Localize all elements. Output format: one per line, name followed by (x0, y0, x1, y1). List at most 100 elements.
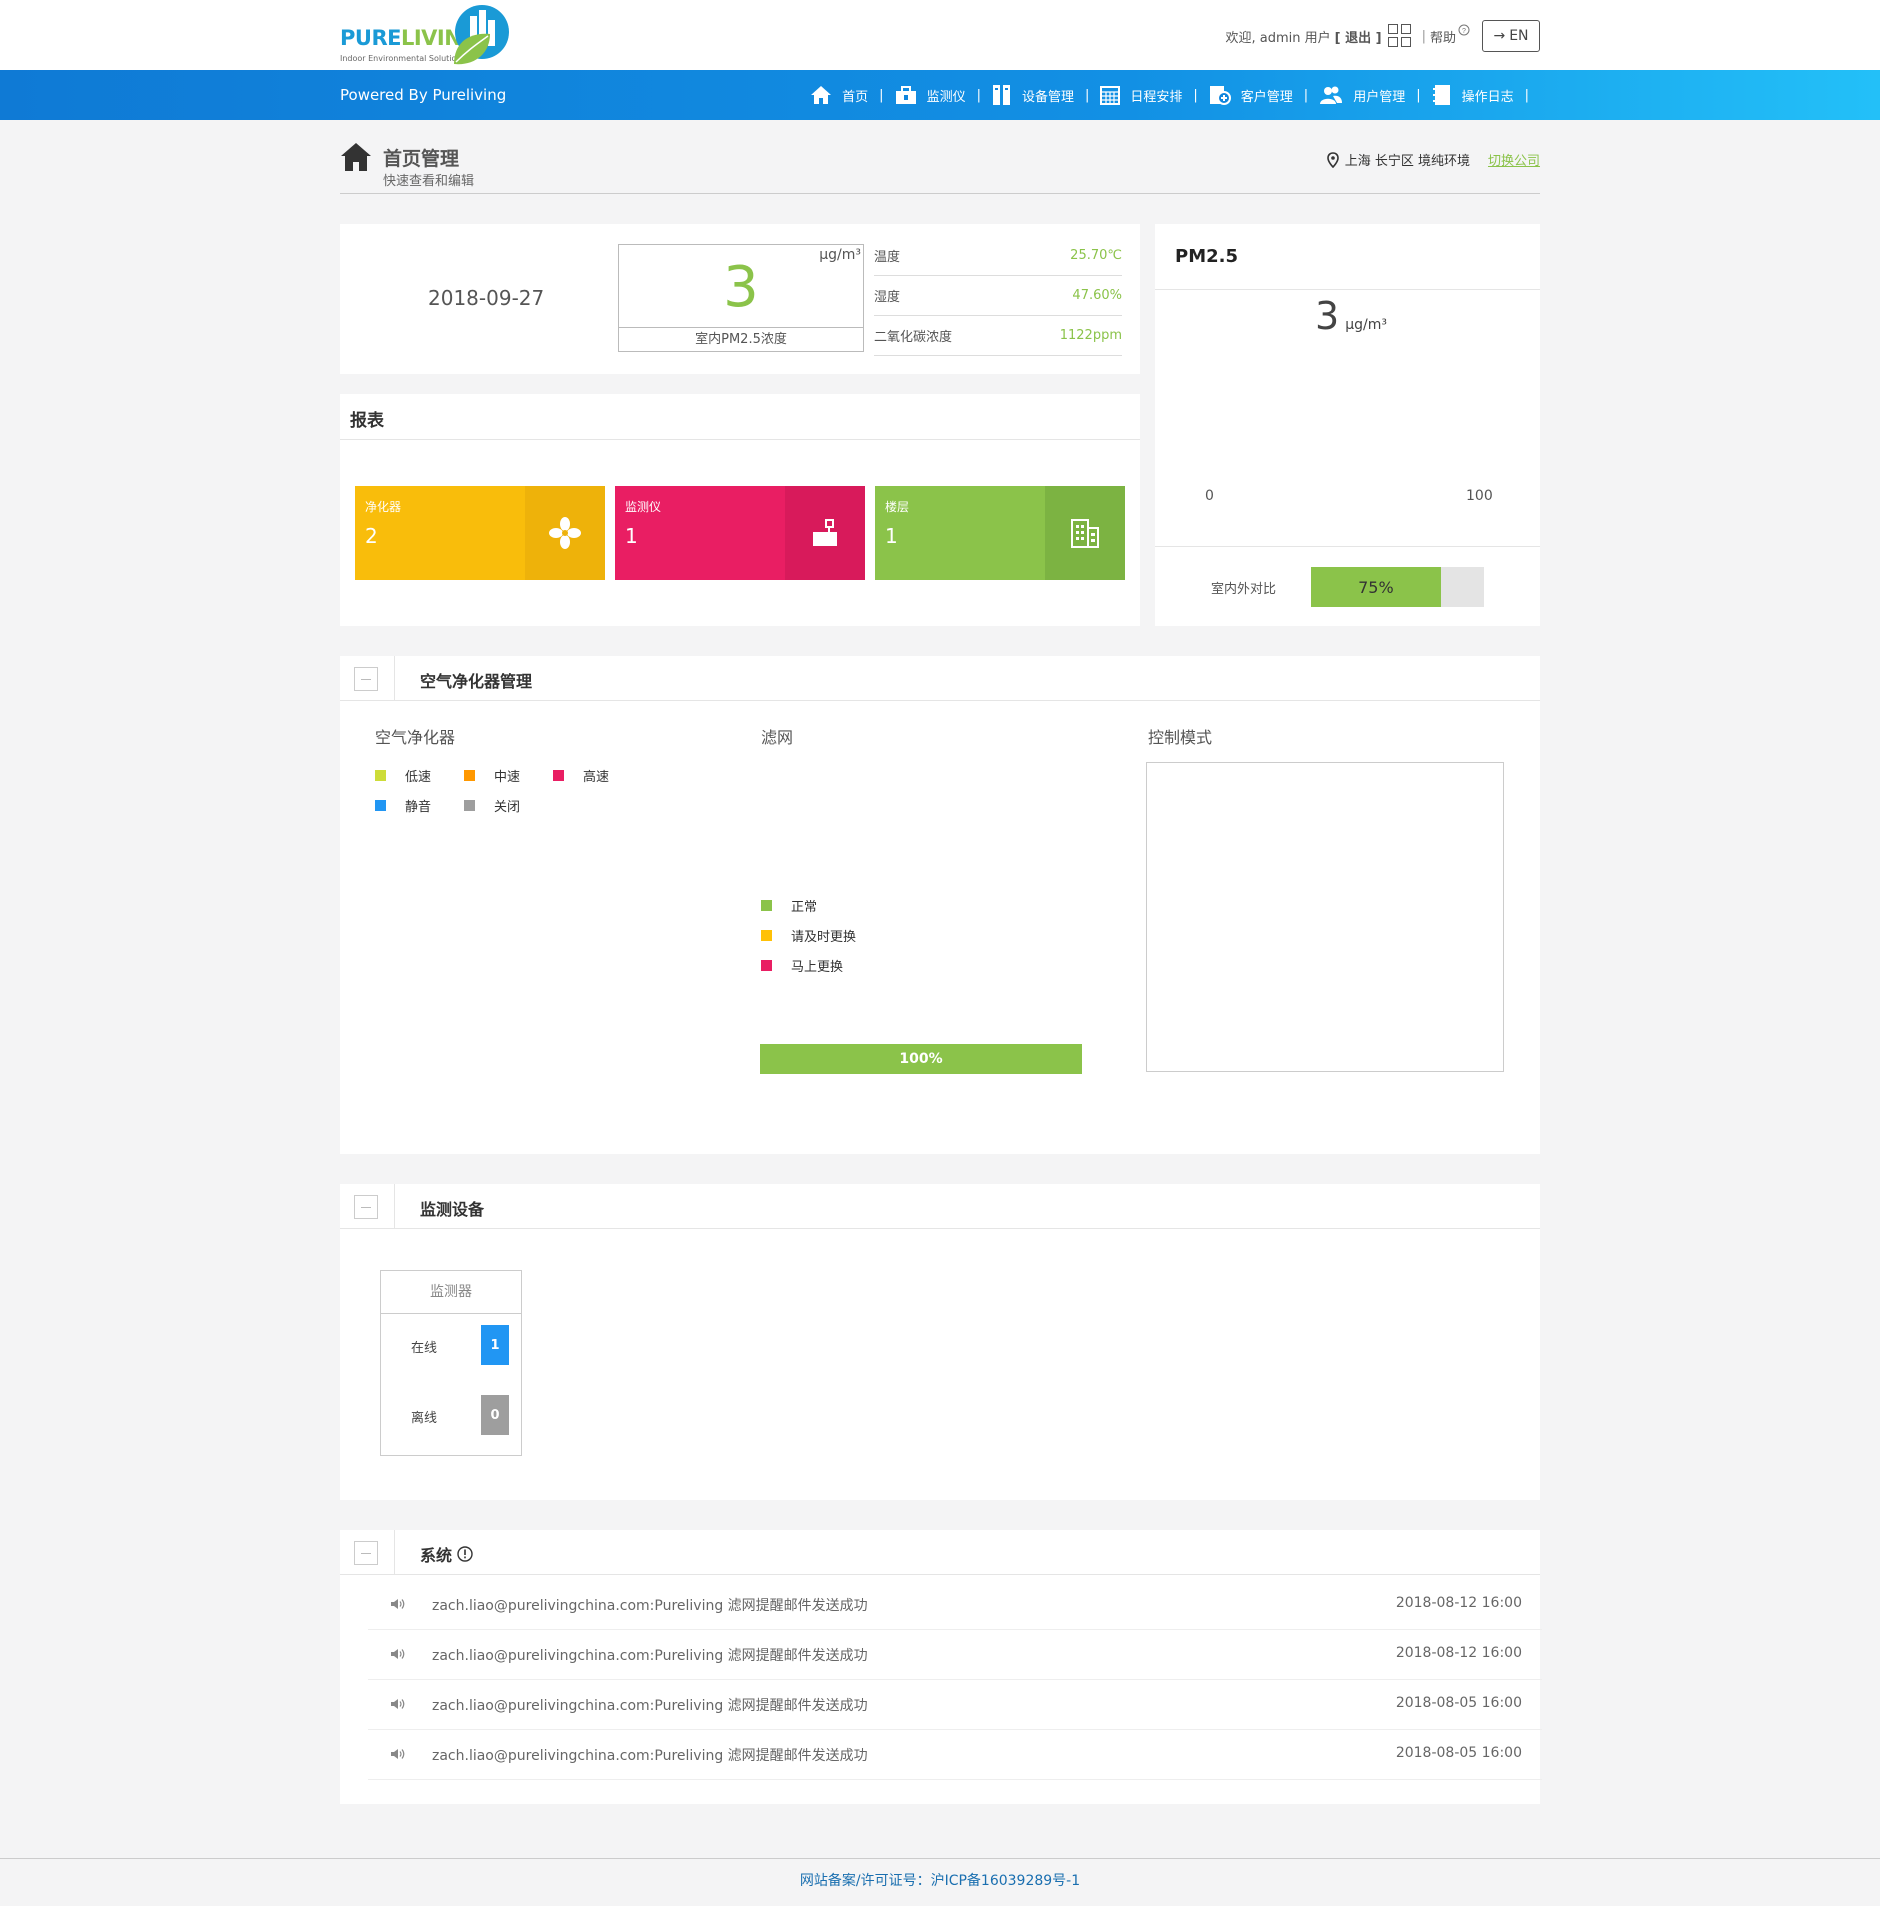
apps-grid-icon[interactable] (1387, 24, 1412, 48)
control-mode-title: 控制模式 (1148, 728, 1213, 747)
legend-swatch (464, 800, 475, 811)
progress-value: 100% (899, 1051, 943, 1067)
logout-link[interactable]: [ 退出 ] (1334, 30, 1382, 46)
pm-value: 3 (723, 255, 759, 320)
report-title: 报表 (350, 411, 384, 431)
nav-divider: | (1416, 87, 1421, 103)
control-mode-box (1146, 762, 1504, 1072)
nav-divider: | (1084, 87, 1090, 103)
monitor-card[interactable]: 监测器 在线 1 离线 0 (380, 1270, 522, 1456)
pm25-panel: PM2.5 3 μg/m³ 0 100 室内外对比 75% (1155, 224, 1540, 626)
speaker-icon (391, 1699, 405, 1709)
legend-filter-replace-now: 马上更换 (761, 956, 843, 975)
legend-swatch (761, 930, 772, 941)
nav-label: 操作日志 (1461, 89, 1514, 105)
legend-label: 静音 (405, 800, 432, 815)
nav-divider: | (1193, 87, 1198, 103)
gauge-min: 0 (1205, 488, 1214, 504)
map-pin-icon (1326, 151, 1339, 168)
info-icon[interactable] (457, 1546, 473, 1562)
help-icon[interactable]: ? (1458, 24, 1470, 36)
user-bar: 欢迎, admin 用户 [ 退出 ] | 帮助 ? → EN (1226, 20, 1540, 52)
nav-item-operation-log[interactable]: 操作日志 (1432, 84, 1514, 106)
tile-label: 净化器 (365, 500, 402, 514)
location-text: 上海 长宁区 境纯环境 (1344, 154, 1470, 169)
nav-item-monitor[interactable]: 监测仪 (895, 85, 966, 105)
section-header: 系统 (340, 1530, 1540, 1575)
page-header: 首页管理 快速查看和编辑 上海 长宁区 境纯环境 切换公司 (340, 140, 1540, 194)
nav-label: 日程安排 (1130, 89, 1183, 105)
legend-silent: 静音 (375, 796, 431, 815)
log-time: 2018-08-05 16:00 (1395, 1745, 1522, 1761)
offline-count-badge: 0 (481, 1395, 509, 1435)
collapse-button[interactable] (354, 667, 378, 691)
speaker-icon (391, 1749, 405, 1759)
nav-item-home[interactable]: 首页 (810, 85, 868, 105)
metric-value: 1122ppm (1059, 328, 1122, 343)
nav-divider: | (879, 87, 884, 103)
compare-bar-fill: 75% (1311, 567, 1441, 607)
pm-unit: μg/m³ (819, 247, 861, 263)
arrow-right-icon: → (1493, 28, 1506, 44)
collapse-button[interactable] (354, 1541, 378, 1565)
legend-swatch (375, 770, 386, 781)
tile-monitor[interactable]: 监测仪 1 (615, 486, 865, 580)
compare-label: 室内外对比 (1211, 582, 1277, 597)
log-row: zach.liao@purelivingchina.com:Pureliving… (368, 1730, 1542, 1780)
log-icon (1432, 85, 1450, 105)
legend-label: 马上更换 (791, 960, 844, 975)
powered-by-text: Powered By Pureliving (340, 86, 507, 104)
tile-value: 2 (365, 524, 378, 548)
language-switch-button[interactable]: → EN (1482, 20, 1540, 52)
logo-city-leaf-icon (454, 5, 509, 65)
legend-filter-replace-soon: 请及时更换 (761, 926, 856, 945)
main-nav: 首页 | 监测仪 | 设备管理 | 日程安排 | 客户管理 | 用户管理 | (810, 70, 1540, 120)
logo-tagline: Indoor Environmental Solutions (340, 54, 466, 63)
nav-divider: | (1303, 87, 1309, 103)
legend-label: 正常 (791, 900, 818, 915)
log-message: zach.liao@purelivingchina.com:Pureliving… (432, 1598, 868, 1614)
footer-icp-link[interactable]: 网站备案/许可证号：沪ICP备16039289号-1 (799, 1873, 1081, 1889)
offline-row: 离线 0 (381, 1395, 521, 1435)
section-header: 空气净化器管理 (340, 656, 1540, 701)
nav-item-user-management[interactable]: 用户管理 (1319, 85, 1405, 105)
home-icon (341, 143, 371, 171)
collapse-button[interactable] (354, 1195, 378, 1219)
metric-temperature: 温度 25.70℃ (874, 236, 1122, 276)
nav-item-device-management[interactable]: 设备管理 (992, 84, 1074, 106)
summary-panel: 2018-09-27 μg/m³ 3 室内PM2.5浓度 温度 25.70℃ 湿度… (340, 224, 1140, 374)
tile-purifier[interactable]: 净化器 2 (355, 486, 605, 580)
divider (340, 439, 1140, 440)
nav-label: 首页 (842, 89, 869, 105)
report-panel: 报表 净化器 2 监测仪 1 楼层 1 (340, 394, 1140, 626)
tile-floor[interactable]: 楼层 1 (875, 486, 1125, 580)
purifier-management-section: 空气净化器管理 空气净化器 低速 中速 高速 静音 关闭 滤网 正常 请及时更换… (340, 656, 1540, 1154)
top-bar: PURELIVING Indoor Environmental Solution… (0, 0, 1880, 70)
nav-label: 用户管理 (1353, 89, 1406, 105)
section-header: 监测设备 (340, 1184, 1540, 1229)
device-icon (992, 85, 1010, 105)
legend-swatch (375, 800, 386, 811)
divider (1155, 546, 1540, 547)
nav-item-customer-management[interactable]: 客户管理 (1209, 85, 1293, 105)
online-count-badge: 1 (481, 1325, 509, 1365)
home-icon (811, 86, 832, 104)
log-message: zach.liao@purelivingchina.com:Pureliving… (432, 1648, 868, 1664)
log-time: 2018-08-12 16:00 (1395, 1645, 1522, 1661)
legend-label: 关闭 (494, 800, 521, 815)
filter-column-title: 滤网 (761, 728, 794, 747)
nav-item-schedule[interactable]: 日程安排 (1100, 85, 1182, 105)
nav-divider: | (1524, 87, 1529, 103)
log-row: zach.liao@purelivingchina.com:Pureliving… (368, 1680, 1542, 1730)
legend-label: 请及时更换 (791, 930, 857, 945)
help-link[interactable]: 帮助 (1429, 30, 1456, 46)
legend-filter-normal: 正常 (761, 896, 817, 915)
tile-value: 1 (625, 524, 638, 548)
switch-company-link[interactable]: 切换公司 (1487, 154, 1540, 169)
log-row: zach.liao@purelivingchina.com:Pureliving… (368, 1630, 1542, 1680)
pm25-title: PM2.5 (1175, 246, 1238, 267)
pureliving-logo[interactable]: PURELIVING Indoor Environmental Solution… (340, 0, 510, 70)
legend-low-speed: 低速 (375, 766, 431, 785)
divider (394, 1530, 395, 1575)
main-navbar: Powered By Pureliving 首页 | 监测仪 | 设备管理 | … (0, 70, 1880, 120)
